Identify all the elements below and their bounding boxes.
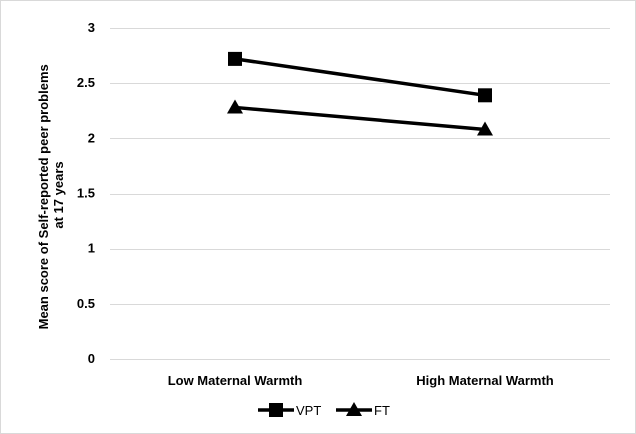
y-tick-label: 1 <box>88 241 95 256</box>
x-tick-labels: Low Maternal Warmth High Maternal Warmth <box>168 373 554 388</box>
legend-swatch-marker <box>346 402 362 416</box>
y-tick-label: 2.5 <box>77 75 95 90</box>
data-point-ft <box>227 99 243 114</box>
series-line-ft <box>234 105 486 132</box>
y-tick-labels: 0 0.5 1 1.5 2 2.5 3 <box>77 20 95 366</box>
x-tick-label: Low Maternal Warmth <box>168 373 303 388</box>
y-tick-label: 3 <box>88 20 95 35</box>
y-axis-title: Mean score of Self-reported peer problem… <box>36 61 66 330</box>
legend-label: FT <box>374 403 390 418</box>
y-tick-label: 2 <box>88 130 95 145</box>
legend-swatch-marker <box>269 403 283 417</box>
legend-label: VPT <box>296 403 321 418</box>
legend-item-ft: FT <box>336 402 390 418</box>
series-vpt <box>228 51 492 103</box>
series-line-vpt <box>234 57 486 98</box>
y-tick-label: 0.5 <box>77 296 95 311</box>
legend: VPT FT <box>258 402 390 418</box>
series-ft <box>227 99 493 136</box>
series-group <box>227 51 493 136</box>
y-tick-label: 1.5 <box>77 186 95 201</box>
y-tick-label: 0 <box>88 351 95 366</box>
y-axis-title-line-2: at 17 years <box>51 161 66 228</box>
data-point-vpt <box>478 88 492 103</box>
legend-item-vpt: VPT <box>258 403 321 418</box>
y-axis-title-line-1: Mean score of Self-reported peer problem… <box>36 64 51 329</box>
gridlines <box>110 28 610 360</box>
data-point-vpt <box>228 51 242 66</box>
data-point-ft <box>477 121 493 136</box>
x-tick-label: High Maternal Warmth <box>416 373 554 388</box>
